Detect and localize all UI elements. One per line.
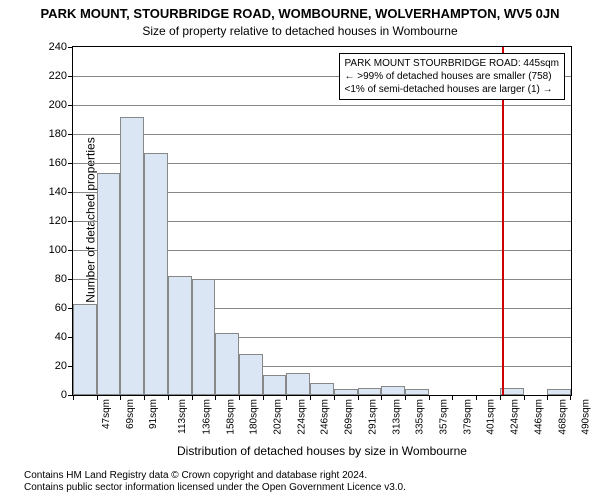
histogram-bar (168, 276, 192, 395)
xtick-label: 335sqm (415, 399, 426, 435)
ytick-label: 140 (49, 186, 73, 198)
annotation-line-2: ← >99% of detached houses are smaller (7… (345, 70, 560, 83)
ytick-label: 80 (55, 273, 73, 285)
ytick-label: 180 (49, 128, 73, 140)
histogram-bar (334, 389, 358, 395)
xtick-mark (192, 395, 193, 400)
attribution-line-2: Contains public sector information licen… (24, 482, 406, 494)
xtick-label: 91sqm (148, 399, 159, 429)
histogram-bar (381, 386, 405, 395)
histogram-bar (120, 117, 144, 395)
xtick-label: 158sqm (225, 399, 236, 435)
xtick-label: 313sqm (391, 399, 402, 435)
ytick-label: 20 (55, 360, 73, 372)
xtick-mark (334, 395, 335, 400)
ytick-label: 60 (55, 302, 73, 314)
histogram-bar (144, 153, 168, 395)
xtick-mark (239, 395, 240, 400)
xtick-mark (381, 395, 382, 400)
xtick-mark (263, 395, 264, 400)
xtick-mark (429, 395, 430, 400)
histogram-bar (405, 389, 429, 395)
annotation-box: PARK MOUNT STOURBRIDGE ROAD: 445sqm← >99… (339, 53, 566, 100)
histogram-bar (192, 279, 216, 395)
xtick-label: 490sqm (581, 399, 592, 435)
xtick-mark (547, 395, 548, 400)
histogram-bar (73, 304, 97, 395)
xtick-label: 468sqm (557, 399, 568, 435)
xtick-label: 269sqm (344, 399, 355, 435)
ytick-label: 100 (49, 244, 73, 256)
xtick-mark (310, 395, 311, 400)
xtick-label: 401sqm (486, 399, 497, 435)
histogram-bar (239, 354, 263, 395)
xtick-label: 47sqm (101, 399, 112, 429)
histogram-bar (358, 388, 382, 395)
xtick-label: 69sqm (125, 399, 136, 429)
xtick-mark (358, 395, 359, 400)
x-axis-label: Distribution of detached houses by size … (72, 444, 572, 458)
xtick-label: 113sqm (177, 399, 188, 434)
xtick-mark (97, 395, 98, 400)
xtick-mark (120, 395, 121, 400)
ytick-label: 240 (49, 41, 73, 53)
ytick-label: 40 (55, 331, 73, 343)
xtick-label: 202sqm (273, 399, 284, 435)
histogram-bar (547, 389, 571, 395)
ytick-label: 200 (49, 99, 73, 111)
chart-subtitle: Size of property relative to detached ho… (0, 24, 600, 38)
xtick-label: 246sqm (320, 399, 331, 435)
attribution-line-1: Contains HM Land Registry data © Crown c… (24, 470, 406, 482)
xtick-label: 224sqm (296, 399, 307, 435)
xtick-mark (452, 395, 453, 400)
plot-area: 02040608010012014016018020022024047sqm69… (72, 46, 572, 396)
xtick-mark (168, 395, 169, 400)
chart-container: PARK MOUNT, STOURBRIDGE ROAD, WOMBOURNE,… (0, 0, 600, 500)
xtick-mark (73, 395, 74, 400)
xtick-label: 291sqm (367, 399, 378, 435)
xtick-label: 136sqm (201, 399, 212, 435)
xtick-mark (500, 395, 501, 400)
gridline (73, 105, 571, 106)
xtick-mark (476, 395, 477, 400)
xtick-label: 357sqm (439, 399, 450, 435)
xtick-mark (524, 395, 525, 400)
xtick-mark (570, 395, 571, 400)
ytick-label: 220 (49, 70, 73, 82)
annotation-line-3: <1% of semi-detached houses are larger (… (345, 83, 560, 96)
ytick-label: 120 (49, 215, 73, 227)
attribution-text: Contains HM Land Registry data © Crown c… (24, 470, 406, 494)
xtick-label: 446sqm (533, 399, 544, 435)
xtick-label: 180sqm (249, 399, 260, 435)
xtick-label: 379sqm (462, 399, 473, 435)
xtick-mark (405, 395, 406, 400)
xtick-mark (215, 395, 216, 400)
histogram-bar (97, 173, 121, 395)
histogram-bar (310, 383, 334, 395)
annotation-line-1: PARK MOUNT STOURBRIDGE ROAD: 445sqm (345, 57, 560, 70)
histogram-bar (263, 375, 287, 395)
xtick-label: 424sqm (510, 399, 521, 435)
xtick-mark (286, 395, 287, 400)
xtick-mark (144, 395, 145, 400)
ytick-label: 160 (49, 157, 73, 169)
gridline (73, 134, 571, 135)
ytick-label: 0 (61, 389, 73, 401)
histogram-bar (286, 373, 310, 395)
chart-title: PARK MOUNT, STOURBRIDGE ROAD, WOMBOURNE,… (0, 6, 600, 21)
histogram-bar (215, 333, 239, 395)
